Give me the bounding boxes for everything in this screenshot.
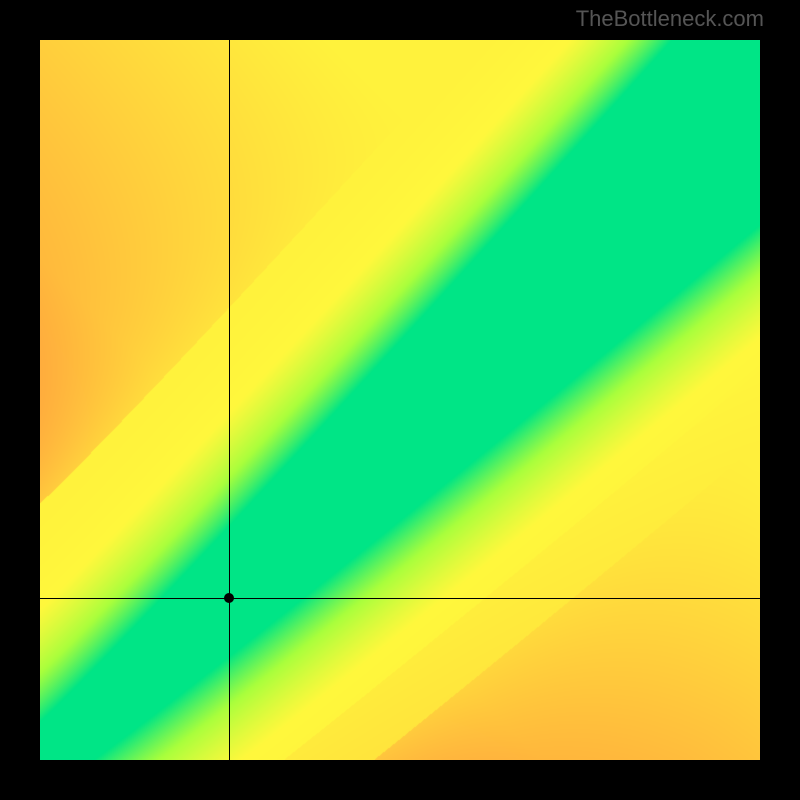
watermark-text: TheBottleneck.com: [576, 6, 764, 32]
crosshair-horizontal: [40, 598, 760, 599]
marker-dot: [224, 593, 234, 603]
heatmap-canvas: [40, 40, 760, 760]
plot-area: [40, 40, 760, 760]
crosshair-vertical: [229, 40, 230, 760]
